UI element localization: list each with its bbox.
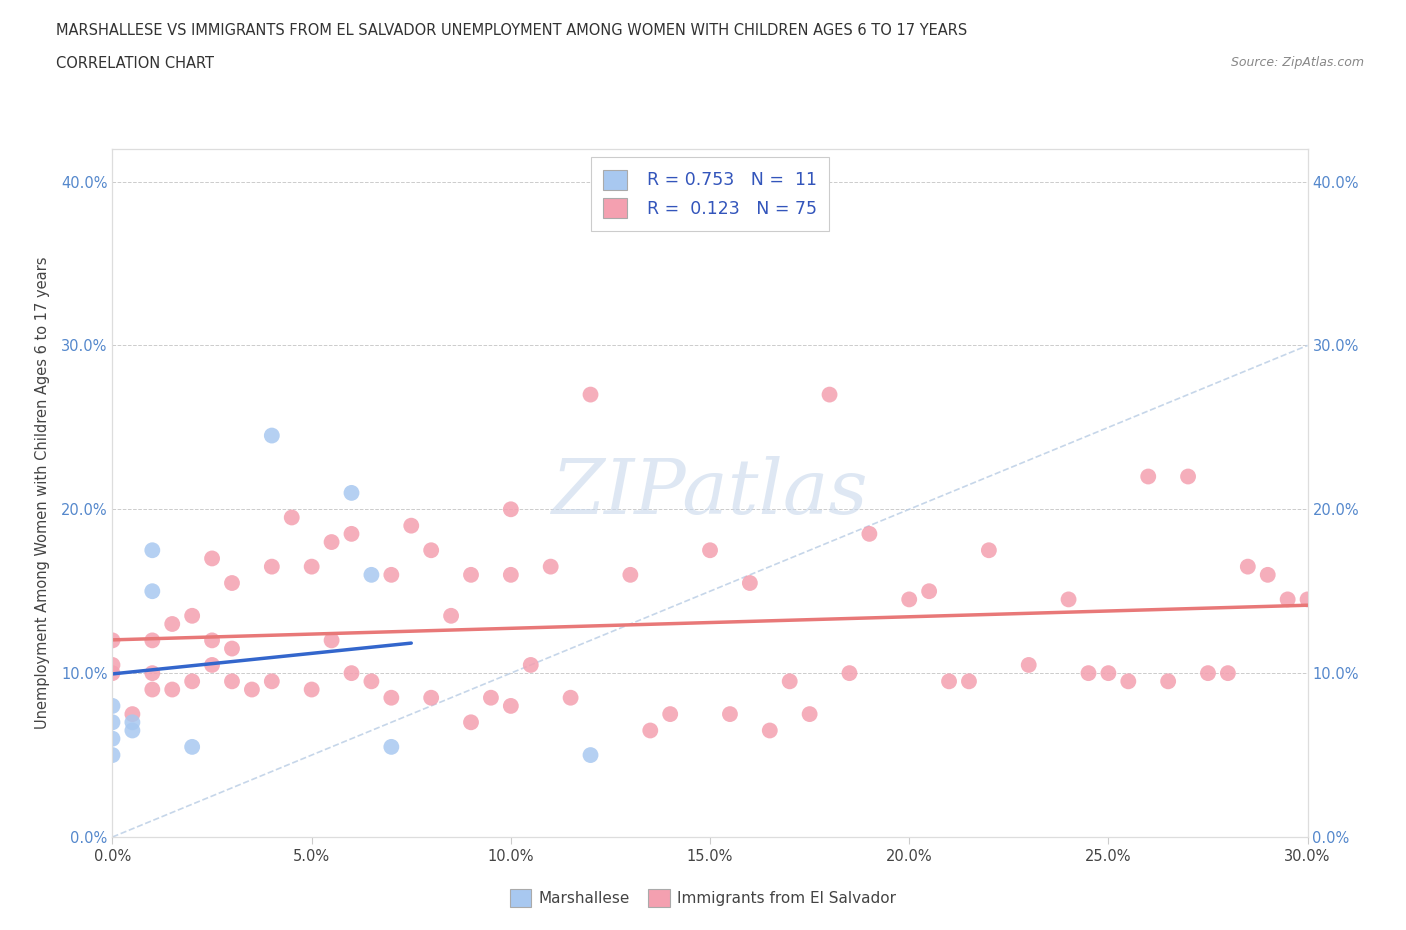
- Point: [898, 592, 921, 607]
- Point: [560, 690, 582, 705]
- Point: [101, 658, 124, 672]
- Point: [499, 502, 522, 517]
- Point: [1296, 592, 1319, 607]
- Point: [1077, 666, 1099, 681]
- Point: [201, 658, 224, 672]
- Legend:   R = 0.753   N =  11,   R =  0.123   N = 75: R = 0.753 N = 11, R = 0.123 N = 75: [591, 157, 830, 231]
- Point: [579, 748, 602, 763]
- Point: [499, 698, 522, 713]
- Point: [579, 387, 602, 402]
- Text: Source: ZipAtlas.com: Source: ZipAtlas.com: [1230, 56, 1364, 69]
- Point: [759, 723, 782, 737]
- Point: [738, 576, 761, 591]
- Point: [440, 608, 463, 623]
- Point: [340, 666, 363, 681]
- Point: [401, 518, 423, 533]
- Point: [260, 674, 283, 689]
- Point: [380, 690, 402, 705]
- Point: [1277, 592, 1299, 607]
- Point: [260, 559, 283, 574]
- Point: [977, 543, 1000, 558]
- Point: [141, 584, 163, 599]
- Point: [181, 608, 204, 623]
- Point: [818, 387, 841, 402]
- Point: [340, 526, 363, 541]
- Point: [420, 690, 443, 705]
- Point: [957, 674, 980, 689]
- Point: [141, 633, 163, 648]
- Point: [101, 666, 124, 681]
- Text: CORRELATION CHART: CORRELATION CHART: [56, 56, 214, 71]
- Point: [162, 682, 183, 697]
- Point: [479, 690, 502, 705]
- Point: [260, 428, 283, 443]
- Point: [540, 559, 562, 574]
- Point: [121, 707, 143, 722]
- Text: ZIPatlas: ZIPatlas: [551, 456, 869, 530]
- Point: [301, 682, 323, 697]
- Point: [499, 567, 522, 582]
- Point: [1216, 666, 1239, 681]
- Point: [1157, 674, 1180, 689]
- Point: [101, 715, 124, 730]
- Point: [181, 739, 204, 754]
- Point: [1257, 567, 1279, 582]
- Point: [240, 682, 263, 697]
- Point: [858, 526, 880, 541]
- Point: [162, 617, 183, 631]
- Point: [659, 707, 682, 722]
- Point: [619, 567, 641, 582]
- Point: [1097, 666, 1119, 681]
- Legend: Marshallese, Immigrants from El Salvador: Marshallese, Immigrants from El Salvador: [503, 884, 903, 913]
- Point: [321, 633, 343, 648]
- Point: [520, 658, 543, 672]
- Point: [281, 510, 304, 525]
- Point: [221, 641, 243, 656]
- Point: [1237, 559, 1260, 574]
- Point: [1116, 674, 1139, 689]
- Point: [918, 584, 941, 599]
- Point: [638, 723, 662, 737]
- Point: [1177, 469, 1199, 484]
- Point: [1057, 592, 1080, 607]
- Point: [380, 739, 402, 754]
- Point: [221, 576, 243, 591]
- Point: [201, 551, 224, 565]
- Point: [101, 731, 124, 746]
- Point: [201, 633, 224, 648]
- Point: [221, 674, 243, 689]
- Point: [321, 535, 343, 550]
- Point: [360, 567, 382, 582]
- Point: [340, 485, 363, 500]
- Point: [699, 543, 721, 558]
- Point: [460, 567, 482, 582]
- Point: [121, 723, 143, 737]
- Point: [141, 666, 163, 681]
- Point: [141, 543, 163, 558]
- Point: [718, 707, 741, 722]
- Point: [101, 633, 124, 648]
- Y-axis label: Unemployment Among Women with Children Ages 6 to 17 years: Unemployment Among Women with Children A…: [35, 257, 49, 729]
- Point: [121, 715, 143, 730]
- Point: [460, 715, 482, 730]
- Point: [779, 674, 801, 689]
- Text: MARSHALLESE VS IMMIGRANTS FROM EL SALVADOR UNEMPLOYMENT AMONG WOMEN WITH CHILDRE: MARSHALLESE VS IMMIGRANTS FROM EL SALVAD…: [56, 23, 967, 38]
- Point: [938, 674, 960, 689]
- Point: [799, 707, 821, 722]
- Point: [301, 559, 323, 574]
- Point: [360, 674, 382, 689]
- Point: [1197, 666, 1219, 681]
- Point: [141, 682, 163, 697]
- Point: [101, 698, 124, 713]
- Point: [380, 567, 402, 582]
- Point: [1018, 658, 1040, 672]
- Point: [420, 543, 443, 558]
- Point: [838, 666, 860, 681]
- Point: [101, 748, 124, 763]
- Point: [1137, 469, 1160, 484]
- Point: [181, 674, 204, 689]
